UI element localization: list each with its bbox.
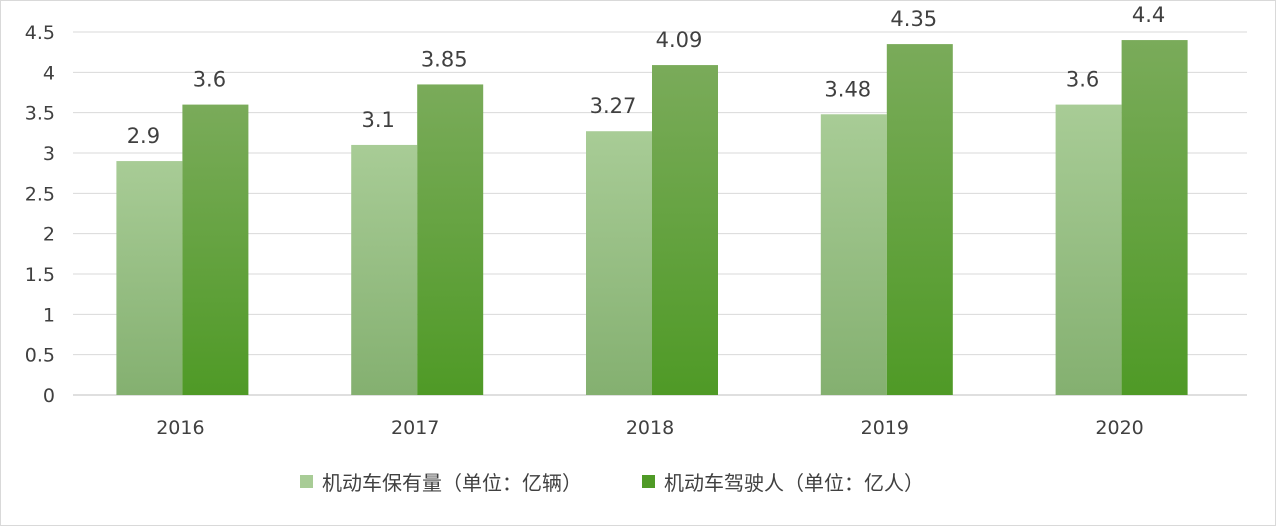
x-tick-label: 2018 <box>626 417 674 439</box>
y-tick-label: 1 <box>43 304 55 326</box>
x-axis-ticks: 2016 2017 2018 2019 2020 <box>156 417 1144 439</box>
y-tick-label: 1.5 <box>25 264 55 286</box>
y-tick-label: 2 <box>43 224 55 246</box>
bar-series-0 <box>1055 104 1122 395</box>
legend: 机动车保有量（单位：亿辆） 机动车驾驶人（单位：亿人） <box>300 471 924 495</box>
y-tick-label: 3 <box>43 143 55 165</box>
x-tick-label: 2019 <box>861 417 909 439</box>
x-tick-label: 2017 <box>391 417 439 439</box>
data-label: 3.27 <box>590 94 637 118</box>
bar-series-1 <box>1121 40 1188 396</box>
data-label: 4.4 <box>1132 3 1165 27</box>
data-label: 3.6 <box>1066 68 1099 92</box>
y-axis-ticks: 0 0.5 1 1.5 2 2.5 3 3.5 4 4.5 <box>25 22 55 407</box>
bar-series-0 <box>351 144 418 395</box>
legend-swatch <box>642 475 655 488</box>
data-labels: 2.9 3.6 3.1 3.85 3.27 4.09 3.48 4.35 3.6 4.4 <box>127 3 1166 148</box>
data-label: 3.85 <box>421 47 468 71</box>
legend-label: 机动车驾驶人（单位：亿人） <box>664 471 924 495</box>
y-tick-label: 4 <box>43 62 55 84</box>
legend-label: 机动车保有量（单位：亿辆） <box>322 471 582 495</box>
data-label: 4.09 <box>656 28 703 52</box>
data-label: 3.6 <box>193 68 226 92</box>
bar-series-1 <box>652 65 718 395</box>
y-tick-label: 2.5 <box>25 183 55 205</box>
data-label: 3.1 <box>361 108 394 132</box>
x-tick-label: 2020 <box>1095 417 1143 439</box>
data-label: 2.9 <box>127 124 160 148</box>
bar-series-0 <box>586 131 652 395</box>
bar-series-0 <box>116 161 183 395</box>
bar-series-1 <box>886 44 953 395</box>
y-tick-label: 0 <box>43 385 55 407</box>
bar-series-0 <box>820 114 887 395</box>
y-tick-label: 4.5 <box>25 22 55 44</box>
y-tick-label: 0.5 <box>25 345 55 367</box>
data-label: 3.48 <box>824 77 871 101</box>
bars <box>116 40 1188 396</box>
bar-series-1 <box>182 104 249 395</box>
y-tick-label: 3.5 <box>25 103 55 125</box>
x-tick-label: 2016 <box>156 417 204 439</box>
data-label: 4.35 <box>890 7 937 31</box>
legend-swatch <box>300 475 313 488</box>
bar-series-1 <box>417 84 484 395</box>
